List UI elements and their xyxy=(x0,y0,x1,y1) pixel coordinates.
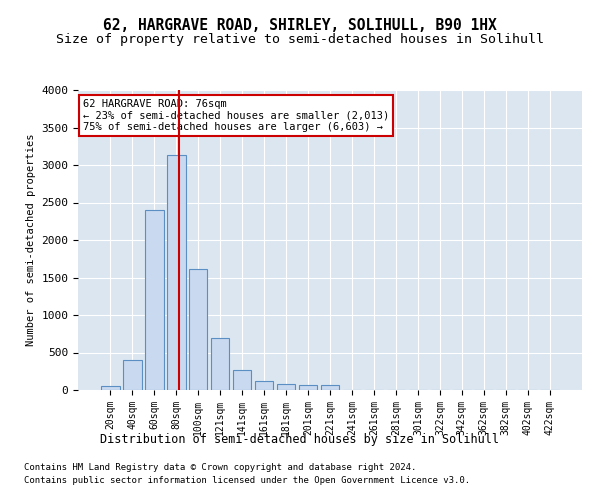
Bar xyxy=(277,384,295,390)
Text: Contains HM Land Registry data © Crown copyright and database right 2024.: Contains HM Land Registry data © Crown c… xyxy=(24,464,416,472)
Bar xyxy=(211,338,229,390)
Bar xyxy=(167,155,185,390)
Bar xyxy=(255,381,274,390)
Text: Size of property relative to semi-detached houses in Solihull: Size of property relative to semi-detach… xyxy=(56,32,544,46)
Bar xyxy=(299,385,317,390)
Bar xyxy=(320,385,340,390)
Bar xyxy=(101,386,119,390)
Text: Contains public sector information licensed under the Open Government Licence v3: Contains public sector information licen… xyxy=(24,476,470,485)
Bar xyxy=(233,370,251,390)
Y-axis label: Number of semi-detached properties: Number of semi-detached properties xyxy=(26,134,36,346)
Bar xyxy=(123,360,142,390)
Bar xyxy=(189,268,208,390)
Text: 62 HARGRAVE ROAD: 76sqm
← 23% of semi-detached houses are smaller (2,013)
75% of: 62 HARGRAVE ROAD: 76sqm ← 23% of semi-de… xyxy=(83,99,389,132)
Bar xyxy=(145,210,164,390)
Text: Distribution of semi-detached houses by size in Solihull: Distribution of semi-detached houses by … xyxy=(101,432,499,446)
Text: 62, HARGRAVE ROAD, SHIRLEY, SOLIHULL, B90 1HX: 62, HARGRAVE ROAD, SHIRLEY, SOLIHULL, B9… xyxy=(103,18,497,32)
